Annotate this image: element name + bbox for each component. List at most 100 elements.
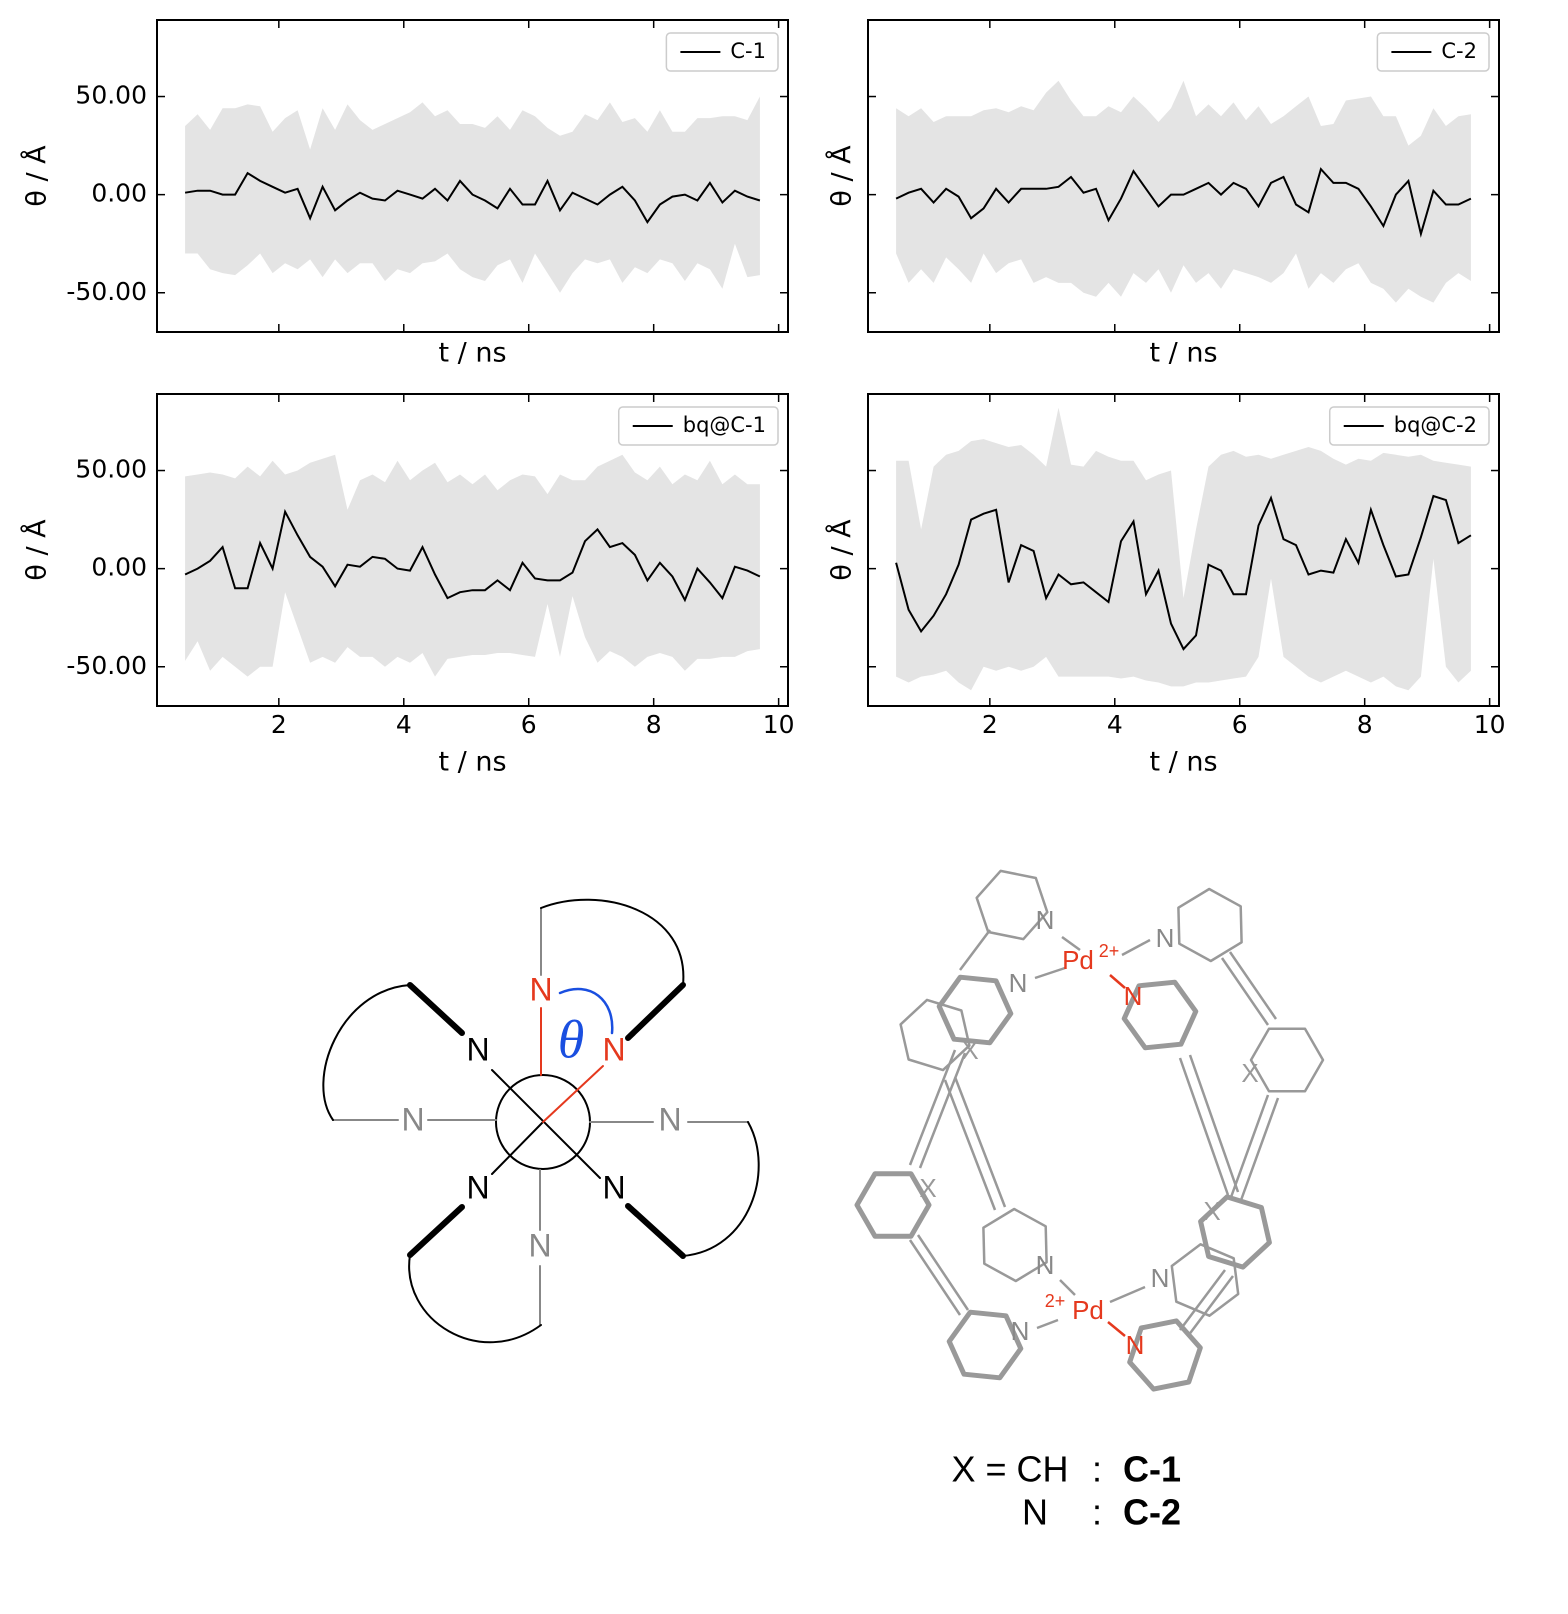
x-tick-label: 6 [521, 710, 537, 739]
atom-label: N [401, 1101, 424, 1137]
caption-value: C-2 [1123, 1492, 1181, 1533]
caption-value: C-1 [1123, 1449, 1181, 1490]
schematic-labels: N N N N N N N N θ [401, 971, 681, 1263]
ring [936, 974, 1014, 1046]
y-tick-label: 0.00 [91, 179, 147, 208]
ring [1127, 1318, 1203, 1392]
metal-charge: 2+ [1045, 1291, 1066, 1311]
panel: -50.00 0.00 50.00 2 4 6 8 10 t / ns θ / Å bq@C-1 [21, 393, 795, 778]
substituent-label: X [1241, 1058, 1258, 1088]
x-axis-label: t / ns [1149, 747, 1217, 778]
metal-label: Pd [1062, 945, 1094, 975]
ring [982, 1207, 1048, 1283]
ring [1198, 1194, 1272, 1270]
ring [946, 1309, 1024, 1381]
y-tick-label: 50.00 [75, 455, 147, 484]
bond [1109, 974, 1126, 989]
alkyne [908, 1049, 967, 1169]
linker [322, 984, 411, 1121]
bond [1107, 1321, 1126, 1337]
charts: -50.00 0.00 50.00 t / ns θ / Å C-1 t / ns θ / Å… [21, 19, 1506, 778]
metal-charge: 2+ [1099, 941, 1120, 961]
bond [542, 1065, 604, 1123]
atom-label: N [1009, 968, 1028, 998]
legend-label: C-1 [730, 39, 766, 63]
band [896, 407, 1471, 691]
band [896, 80, 1471, 303]
panel: 2 4 6 8 10 t / ns θ / Å bq@C-2 [826, 393, 1506, 778]
bond [1034, 966, 1066, 980]
x-tick-label: 8 [1357, 710, 1373, 739]
panel: -50.00 0.00 50.00 t / ns θ / Å C-1 [21, 19, 789, 369]
caption-key: X = CH [951, 1449, 1068, 1490]
caption-key: N [1022, 1492, 1048, 1533]
x-axis-label: t / ns [438, 338, 506, 369]
bond [407, 1204, 465, 1258]
atom-label: N [529, 971, 552, 1007]
legend: C-1 [665, 32, 779, 72]
legend: bq@C-2 [1328, 406, 1490, 446]
angle-label: θ [558, 1009, 585, 1069]
atom-label: N [1011, 1316, 1030, 1346]
atom-label: N [1151, 1263, 1170, 1293]
bond [491, 1121, 544, 1175]
series-line [184, 508, 761, 603]
x-tick-label: 10 [1474, 710, 1506, 739]
legend: bq@C-1 [617, 406, 779, 446]
legend-box [1376, 32, 1490, 72]
atom-label: N [466, 1031, 489, 1067]
atom-label: N [528, 1227, 551, 1263]
alkyne [1228, 1094, 1280, 1204]
bond [1036, 1318, 1059, 1330]
atom-label: N [602, 1169, 625, 1205]
bond [491, 1069, 601, 1179]
substituent-label: X [919, 1173, 936, 1203]
legend-box [1328, 406, 1490, 446]
x-tick-label: 2 [982, 710, 998, 739]
series-line [184, 171, 761, 224]
bond [625, 982, 686, 1041]
atom-label: N [1036, 1250, 1055, 1280]
ring [975, 869, 1049, 941]
bond [407, 982, 465, 1036]
alkyne [1220, 951, 1278, 1026]
bond [1121, 938, 1151, 957]
atom-label: N [466, 1169, 489, 1205]
angle-arc [558, 987, 614, 1035]
linker [682, 1121, 760, 1257]
y-tick-label: 0.00 [91, 553, 147, 582]
y-axis-label: θ / Å [826, 519, 858, 581]
x-tick-label: 2 [271, 710, 287, 739]
x-tick-label: 10 [763, 710, 795, 739]
ring [899, 998, 971, 1072]
ring [854, 1171, 932, 1239]
bond [1059, 1279, 1076, 1296]
substituent-label: X [961, 1035, 978, 1065]
ring [1249, 1027, 1325, 1093]
legend-label: bq@C-1 [683, 413, 766, 437]
atom-label: N [658, 1101, 681, 1137]
atom-label: N [602, 1031, 625, 1067]
axes-frame [156, 393, 789, 707]
x-axis-label: t / ns [1149, 338, 1217, 369]
y-axis-label: θ / Å [21, 519, 53, 581]
schematic [322, 898, 760, 1344]
metal-label: Pd [1072, 1295, 1104, 1325]
y-tick-label: 50.00 [75, 81, 147, 110]
x-tick-label: 4 [1107, 710, 1123, 739]
structure [854, 869, 1325, 1392]
x-tick-label: 6 [1232, 710, 1248, 739]
series-line [895, 494, 1472, 651]
band [185, 454, 760, 677]
alkyne [1179, 1269, 1234, 1337]
y-tick-label: -50.00 [66, 277, 147, 306]
substituent-label: X [1203, 1196, 1220, 1226]
axes-frame [867, 19, 1500, 333]
panel: t / ns θ / Å C-2 [826, 19, 1500, 369]
atom-label: N [1036, 905, 1055, 935]
y-axis-label: θ / Å [826, 145, 858, 207]
bond [1061, 935, 1081, 952]
alkyne [943, 1076, 1007, 1211]
